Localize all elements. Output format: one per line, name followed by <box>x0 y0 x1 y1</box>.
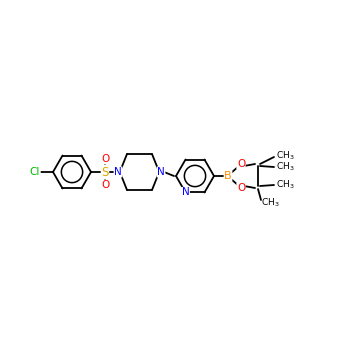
Text: N: N <box>114 167 122 177</box>
Text: CH$_3$: CH$_3$ <box>276 179 295 191</box>
Text: CH$_3$: CH$_3$ <box>276 161 295 173</box>
Text: O: O <box>237 183 245 193</box>
Text: O: O <box>237 159 245 169</box>
Text: Cl: Cl <box>30 167 40 177</box>
Text: O: O <box>101 154 109 164</box>
Text: CH$_3$: CH$_3$ <box>261 197 280 209</box>
Text: B: B <box>224 171 232 181</box>
Text: S: S <box>101 166 109 178</box>
Text: N: N <box>182 188 189 197</box>
Text: O: O <box>101 180 109 190</box>
Text: N: N <box>157 167 165 177</box>
Text: CH$_3$: CH$_3$ <box>276 150 295 162</box>
